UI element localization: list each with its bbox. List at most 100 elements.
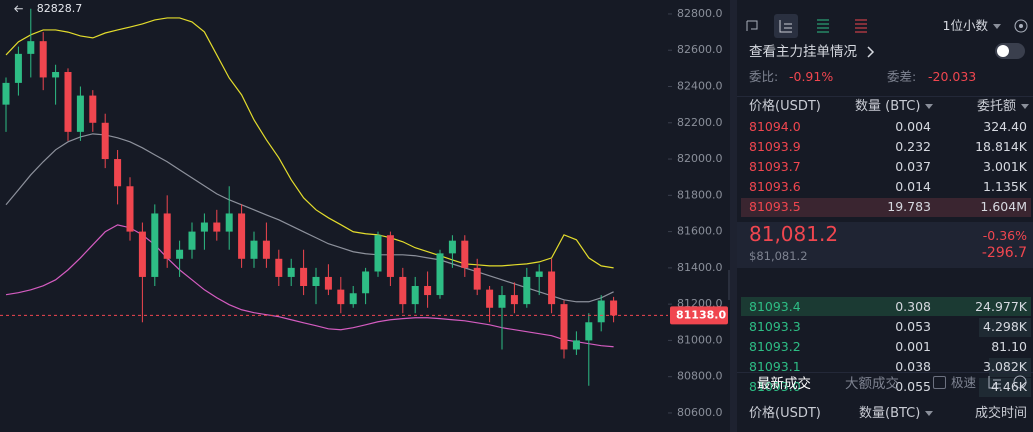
panel-handle[interactable] — [728, 270, 730, 300]
depth-bar — [979, 318, 1031, 337]
candle-body — [2, 82, 10, 105]
high-marker-arrow — [14, 5, 23, 13]
column-header[interactable]: 数量 (BTC) — [855, 99, 934, 115]
mid-panel — [737, 222, 1033, 268]
icon-settings[interactable] — [1013, 375, 1027, 389]
candle-body — [436, 253, 444, 296]
mid-change-pct: -0.36% — [982, 228, 1027, 243]
y-tick-label: 82400.0 — [677, 80, 723, 93]
trade-tab[interactable]: 最新成交 — [757, 376, 811, 392]
toggle-knob — [997, 45, 1009, 57]
dropdown-caret[interactable] — [925, 411, 934, 416]
decimals-select[interactable]: 1位小数 — [943, 18, 1001, 34]
bid-total: 4.46K — [990, 379, 1027, 394]
y-tick-label: 81600.0 — [677, 225, 723, 238]
dropdown-caret[interactable] — [925, 104, 934, 109]
candle-body — [312, 276, 320, 287]
divider — [730, 0, 737, 432]
depth-bar — [979, 378, 1031, 397]
y-tick-label: 82600.0 — [677, 43, 723, 56]
trade-icons — [988, 375, 1027, 389]
candle-body — [188, 231, 196, 250]
candle-body — [337, 289, 345, 305]
bid-price: 81093.3 — [749, 319, 801, 334]
candle-body — [176, 249, 184, 259]
ask-price: 81093.9 — [749, 139, 801, 154]
ask-amount: 0.037 — [895, 159, 931, 174]
separator — [737, 96, 1033, 97]
y-tick-label: 81800.0 — [677, 188, 723, 201]
icon-settings-dot — [1019, 24, 1023, 28]
order-panel: 1位小数 查看主力挂单情况 委比: -0.91% 委差: -20.033 价格(USDT) 数… — [737, 0, 1033, 432]
candle-body — [324, 276, 332, 290]
candle-body — [349, 293, 357, 305]
indicator-line — [5, 133, 614, 303]
icon-both[interactable] — [774, 14, 798, 38]
ask-amount: 0.004 — [895, 119, 931, 134]
diff-value: -20.033 — [928, 69, 977, 84]
mid-change: -296.7 — [981, 245, 1027, 261]
y-tick-label: 82200.0 — [677, 116, 723, 129]
candle-body — [585, 322, 593, 341]
column-header: 成交时间 — [974, 406, 1027, 421]
main-orders-label[interactable]: 查看主力挂单情况 — [749, 44, 857, 60]
high-marker-label: 82828.7 — [37, 2, 83, 15]
candle-body — [548, 271, 556, 305]
icon-layout[interactable] — [741, 15, 763, 37]
candle-body — [89, 95, 97, 123]
candle-body — [101, 122, 109, 160]
candle-body — [300, 267, 308, 287]
candle-body — [76, 95, 84, 132]
ask-price: 81093.6 — [749, 179, 801, 194]
indicator-line — [5, 17, 614, 269]
icon-list[interactable] — [988, 376, 1001, 389]
icon-bids[interactable] — [817, 19, 829, 33]
icon-settings[interactable] — [1014, 19, 1028, 33]
separator — [737, 372, 1033, 373]
candle-body — [424, 286, 432, 296]
trade-tab[interactable]: 大额成交 — [845, 376, 899, 392]
candle-body — [572, 340, 580, 350]
ask-total: 1.604M — [980, 199, 1027, 214]
bid-price: 81093.0 — [749, 379, 801, 394]
bid-amount: 0.053 — [895, 319, 931, 334]
bid-highlight — [741, 297, 1031, 316]
fast-toggle-label[interactable]: 极速 — [951, 375, 977, 390]
bid-total: 81.10 — [991, 339, 1027, 354]
candle-body — [411, 286, 419, 305]
candle-body — [560, 304, 568, 350]
candle-body — [610, 300, 618, 316]
candle-body — [275, 258, 283, 277]
candle-body — [523, 276, 531, 305]
bid-total: 24.977K — [975, 299, 1027, 314]
y-tick-label: 81000.0 — [677, 333, 723, 346]
dropdown-caret[interactable] — [1021, 104, 1029, 109]
candle-body — [138, 231, 146, 277]
chevron[interactable] — [867, 46, 875, 58]
column-header[interactable]: 数量(BTC) — [859, 406, 934, 422]
candle-body — [225, 213, 233, 232]
icon-both-glyph — [779, 20, 792, 33]
ask-price: 81093.5 — [749, 199, 801, 214]
candle-body — [163, 213, 171, 259]
y-tick-label: 81400.0 — [677, 261, 723, 274]
candle-body — [200, 222, 208, 232]
row-controls — [867, 43, 1025, 59]
candlestick-chart: 82800.0 82600.0 82400.0 82200.0 82000.0 81800… — [0, 2, 730, 419]
ask-total: 3.001K — [983, 159, 1027, 174]
icon-asks[interactable] — [855, 19, 867, 33]
candle-body — [262, 240, 270, 259]
ask-total: 324.40 — [983, 119, 1027, 134]
dropdown-caret[interactable] — [993, 24, 1001, 29]
candle-body — [287, 267, 295, 277]
ask-amount: 0.232 — [895, 139, 931, 154]
candle-body — [461, 240, 469, 268]
fast-checkbox[interactable] — [933, 376, 946, 389]
candle-body — [151, 213, 159, 277]
bid-amount: 0.038 — [895, 359, 931, 374]
column-header[interactable]: 委托额 — [977, 99, 1029, 115]
candle-body — [498, 295, 506, 308]
column-header: 价格(USDT) — [749, 406, 821, 421]
ask-total: 1.135K — [983, 179, 1027, 194]
